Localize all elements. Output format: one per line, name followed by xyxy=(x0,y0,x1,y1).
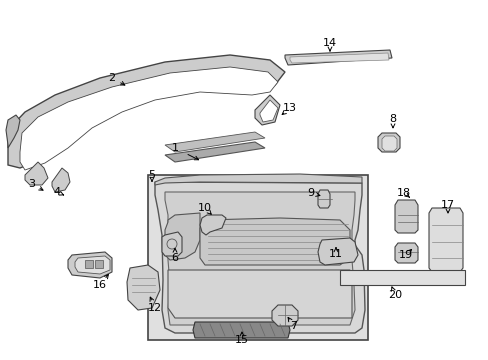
Bar xyxy=(95,260,103,268)
Text: 11: 11 xyxy=(328,249,342,259)
Polygon shape xyxy=(25,162,48,185)
Text: 14: 14 xyxy=(322,38,336,48)
Polygon shape xyxy=(75,256,110,274)
Polygon shape xyxy=(164,213,200,260)
Polygon shape xyxy=(200,218,349,265)
Polygon shape xyxy=(155,182,364,333)
Polygon shape xyxy=(381,136,396,151)
Polygon shape xyxy=(254,95,280,125)
Polygon shape xyxy=(162,232,182,256)
Polygon shape xyxy=(428,208,462,272)
Polygon shape xyxy=(260,100,278,122)
Text: 20: 20 xyxy=(387,290,401,300)
Polygon shape xyxy=(168,270,351,318)
Polygon shape xyxy=(317,190,329,208)
Text: 9: 9 xyxy=(307,188,314,198)
Polygon shape xyxy=(271,305,297,326)
Polygon shape xyxy=(164,192,354,325)
Polygon shape xyxy=(339,270,464,285)
Polygon shape xyxy=(68,252,112,278)
Text: 1: 1 xyxy=(171,143,178,153)
Text: 17: 17 xyxy=(440,200,454,210)
Polygon shape xyxy=(155,174,361,185)
Polygon shape xyxy=(164,142,264,162)
Polygon shape xyxy=(127,265,160,310)
Text: 4: 4 xyxy=(53,187,61,197)
Polygon shape xyxy=(20,67,278,170)
Text: 3: 3 xyxy=(28,179,36,189)
Text: 18: 18 xyxy=(396,188,410,198)
Polygon shape xyxy=(289,53,388,63)
Polygon shape xyxy=(52,168,70,192)
Text: 13: 13 xyxy=(283,103,296,113)
Polygon shape xyxy=(193,322,289,338)
Polygon shape xyxy=(317,238,357,265)
Text: 16: 16 xyxy=(93,280,107,290)
Polygon shape xyxy=(377,133,399,152)
Text: 6: 6 xyxy=(171,253,178,263)
Polygon shape xyxy=(164,132,264,152)
Polygon shape xyxy=(394,243,417,263)
Text: 2: 2 xyxy=(108,73,115,83)
Text: 10: 10 xyxy=(198,203,212,213)
Bar xyxy=(148,175,367,340)
Polygon shape xyxy=(394,200,417,233)
Text: 12: 12 xyxy=(148,303,162,313)
Polygon shape xyxy=(285,50,391,65)
Text: 8: 8 xyxy=(388,114,396,124)
Polygon shape xyxy=(200,215,225,235)
Text: 15: 15 xyxy=(235,335,248,345)
Polygon shape xyxy=(6,115,20,148)
Bar xyxy=(85,260,93,268)
Text: 19: 19 xyxy=(398,250,412,260)
Text: 5: 5 xyxy=(148,170,155,180)
Polygon shape xyxy=(8,55,285,168)
Text: 7: 7 xyxy=(290,321,297,331)
